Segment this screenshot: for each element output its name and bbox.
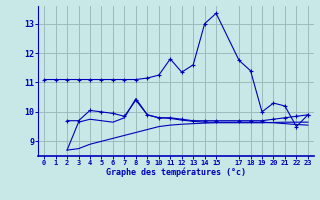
X-axis label: Graphe des températures (°c): Graphe des températures (°c)	[106, 168, 246, 177]
